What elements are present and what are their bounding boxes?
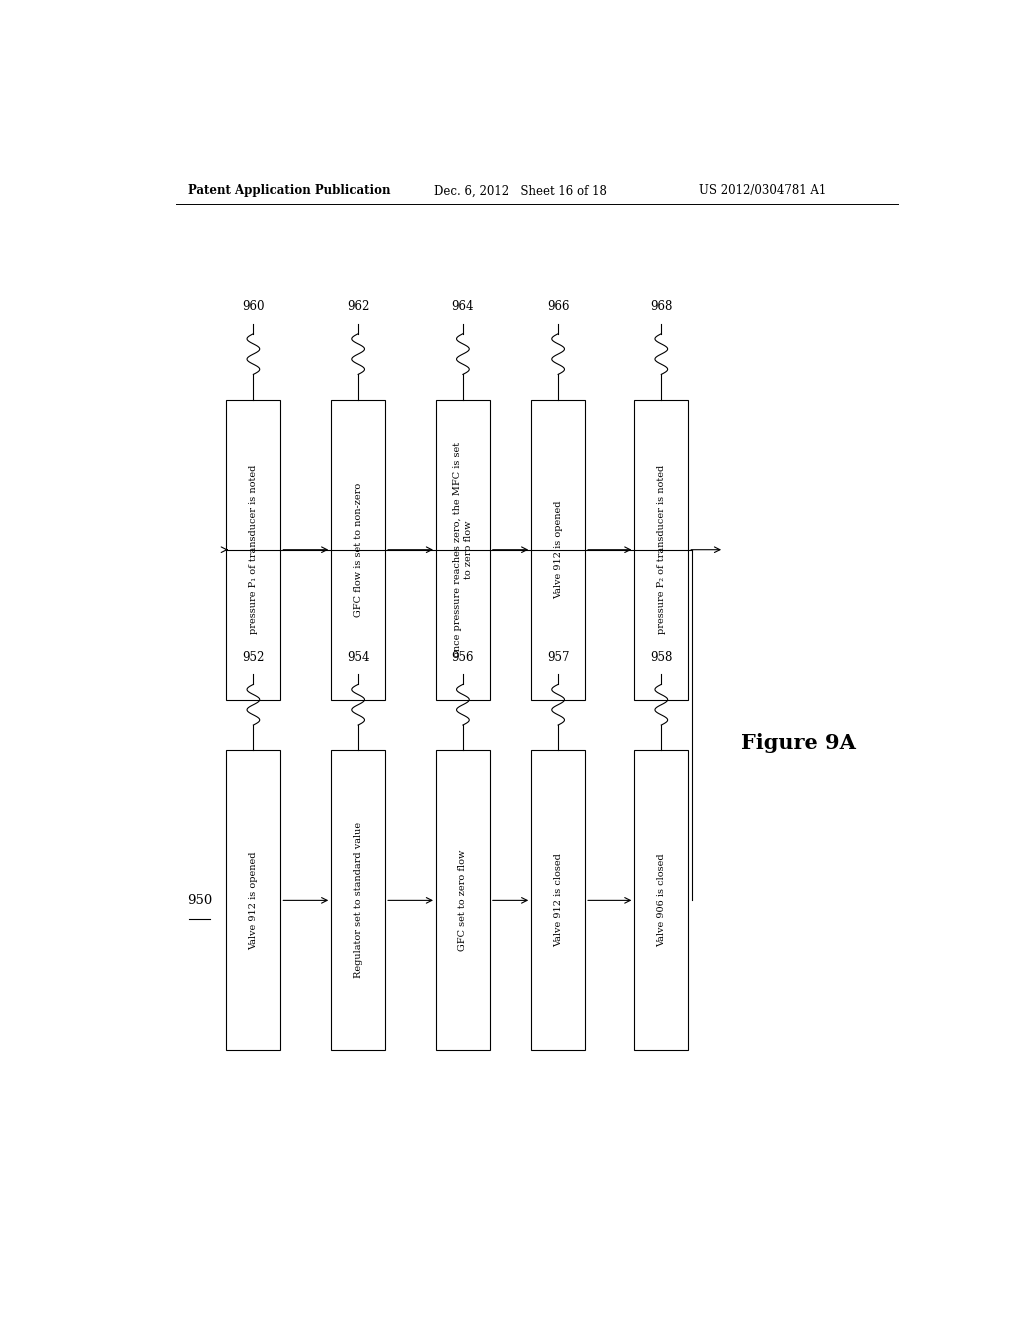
Bar <box>436 751 489 1051</box>
Text: Valve 906 is closed: Valve 906 is closed <box>656 854 666 948</box>
Text: GFC set to zero flow: GFC set to zero flow <box>459 850 467 950</box>
Text: US 2012/0304781 A1: US 2012/0304781 A1 <box>699 185 826 198</box>
Text: 968: 968 <box>650 301 673 313</box>
Text: 954: 954 <box>347 651 370 664</box>
Text: 966: 966 <box>547 301 569 313</box>
Bar <box>331 751 385 1051</box>
Text: once pressure reaches zero, the MFC is set
to zero flow: once pressure reaches zero, the MFC is s… <box>454 442 473 657</box>
Bar <box>531 400 585 700</box>
Text: Valve 912 is closed: Valve 912 is closed <box>554 854 562 948</box>
Text: Patent Application Publication: Patent Application Publication <box>187 185 390 198</box>
Text: 964: 964 <box>452 301 474 313</box>
Bar <box>634 751 688 1051</box>
Text: 950: 950 <box>186 894 212 907</box>
Text: 957: 957 <box>547 651 569 664</box>
Text: 958: 958 <box>650 651 673 664</box>
Bar <box>226 751 281 1051</box>
Text: 962: 962 <box>347 301 370 313</box>
Bar <box>436 400 489 700</box>
Bar <box>226 400 281 700</box>
Bar <box>634 400 688 700</box>
Text: 956: 956 <box>452 651 474 664</box>
Text: Dec. 6, 2012   Sheet 16 of 18: Dec. 6, 2012 Sheet 16 of 18 <box>433 185 606 198</box>
Bar <box>331 400 385 700</box>
Text: Valve 912 is opened: Valve 912 is opened <box>554 500 562 599</box>
Text: pressure P₂ of transducer is noted: pressure P₂ of transducer is noted <box>656 465 666 635</box>
Text: 952: 952 <box>243 651 264 664</box>
Text: Valve 912 is opened: Valve 912 is opened <box>249 851 258 949</box>
Text: Regulator set to standard value: Regulator set to standard value <box>353 822 362 978</box>
Text: GFC flow is set to non-zero: GFC flow is set to non-zero <box>353 483 362 616</box>
Bar <box>531 751 585 1051</box>
Text: 960: 960 <box>242 301 264 313</box>
Text: Figure 9A: Figure 9A <box>741 733 856 752</box>
Text: pressure P₁ of transducer is noted: pressure P₁ of transducer is noted <box>249 465 258 635</box>
